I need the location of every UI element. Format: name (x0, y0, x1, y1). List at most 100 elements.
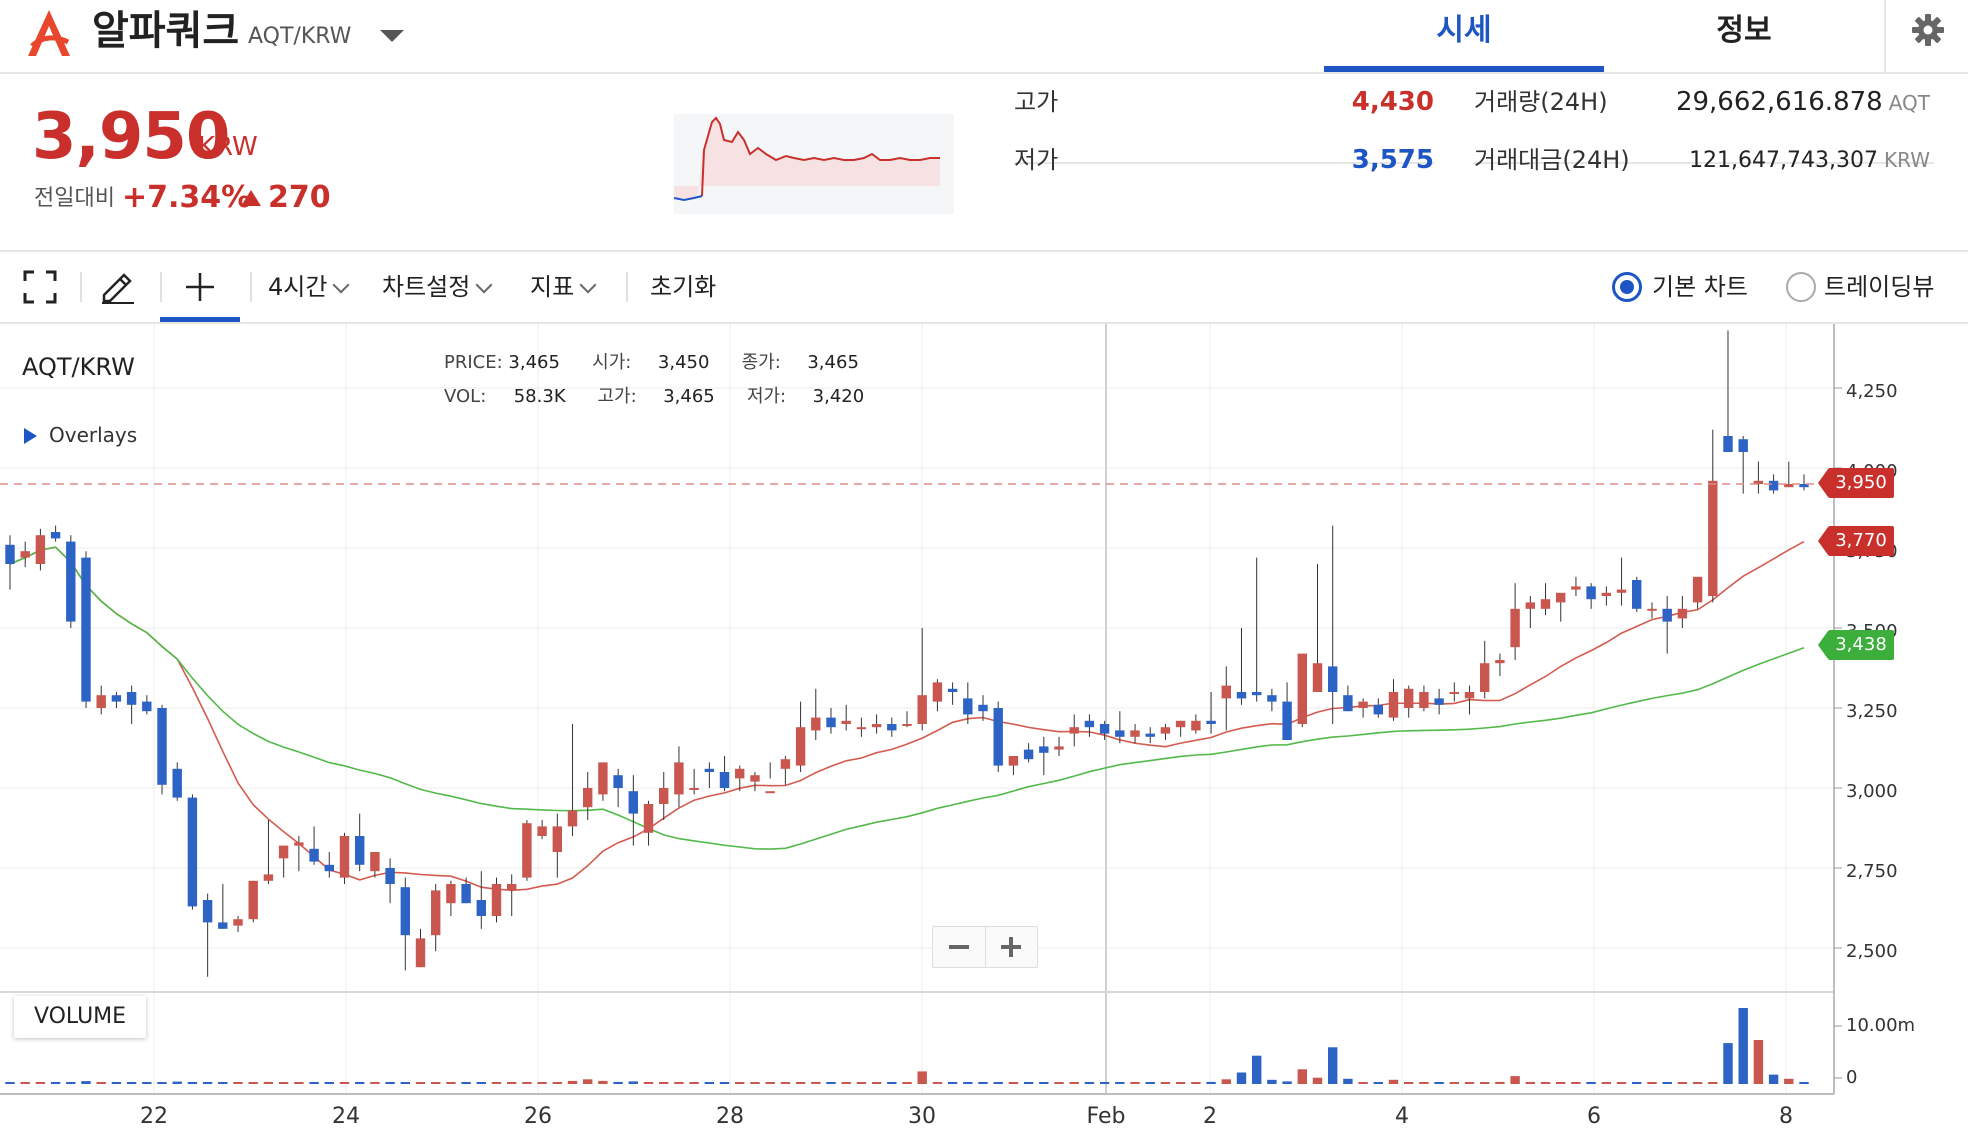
volume-bar (339, 1082, 350, 1084)
candle-body (674, 762, 684, 795)
y-tick-label: 3,250 (1846, 701, 1898, 722)
caret-down-icon[interactable] (378, 26, 406, 46)
chart-settings-dropdown[interactable]: 차트설정 (382, 252, 493, 322)
candle (1708, 429, 1718, 603)
candle (1495, 653, 1505, 676)
candle (902, 711, 912, 728)
radio-tradingview[interactable] (1786, 272, 1816, 302)
radio-basic-chart-label[interactable]: 기본 차트 (1652, 273, 1748, 301)
candle (278, 845, 289, 878)
candle-body (1343, 695, 1353, 712)
ohlc-vol: 58.3K (513, 386, 566, 407)
tab-quote-label: 시세 (1436, 13, 1492, 48)
ohlc-price-label: PRICE: (444, 352, 503, 373)
ma-slow-line (9, 546, 1805, 850)
up-triangle-icon (241, 190, 261, 206)
candle-body (1023, 749, 1034, 760)
volume-bars (5, 1008, 1809, 1084)
candle (780, 756, 791, 785)
ohlc-high: 3,465 (663, 386, 715, 407)
candle-body (567, 810, 578, 827)
radio-selected-dot (1620, 280, 1634, 294)
tab-info[interactable]: 정보 (1604, 0, 1884, 72)
candle-body (537, 826, 547, 836)
interval-label: 4시간 (268, 273, 328, 301)
volume-bar (811, 1081, 821, 1084)
candle (1784, 461, 1794, 488)
volume-panel-label: VOLUME (14, 996, 146, 1038)
x-tick-label: 4 (1395, 1104, 1409, 1129)
ohlc-open: 3,450 (657, 352, 710, 373)
volume-bar (1571, 1082, 1581, 1084)
candle-body (1328, 666, 1338, 692)
volume-bar (567, 1080, 578, 1084)
candle (1191, 714, 1201, 734)
zoom-in-button[interactable] (985, 927, 1037, 967)
crosshair-button[interactable] (160, 252, 240, 322)
volume-bar (1768, 1074, 1779, 1084)
volume-bar (1434, 1082, 1444, 1084)
candle-body (461, 884, 471, 904)
toolbar-divider (250, 272, 252, 302)
radio-tradingview-label[interactable]: 트레이딩뷰 (1824, 273, 1935, 301)
zoom-out-button[interactable] (933, 927, 986, 967)
volume-bar (248, 1082, 258, 1084)
candle-body (1540, 599, 1551, 609)
candle-body (856, 727, 867, 730)
volume-bar (735, 1082, 745, 1084)
active-tab-underline (1324, 66, 1604, 72)
draw-button[interactable] (96, 252, 146, 322)
candle (1540, 583, 1551, 616)
candle (674, 746, 684, 808)
candle-body (233, 919, 243, 926)
candle-body (339, 836, 350, 878)
ohlc-close-label: 종가: (741, 352, 781, 373)
candle-body (1252, 692, 1262, 696)
price-tag-pointer (1818, 527, 1828, 555)
candle (1586, 583, 1596, 609)
candle-body (1206, 720, 1216, 724)
volume-bar (1252, 1055, 1262, 1084)
fullscreen-icon (23, 270, 57, 304)
candle (567, 724, 578, 836)
price-tag-pointer (1818, 469, 1828, 497)
volume-bar (1616, 1082, 1627, 1084)
volume-bar (1799, 1082, 1809, 1084)
candle-body (795, 727, 806, 766)
interval-dropdown[interactable]: 4시간 (268, 252, 350, 322)
volume-bar (1556, 1082, 1566, 1084)
volume-bar (5, 1082, 15, 1084)
candle-body (1480, 663, 1490, 692)
candle (1647, 602, 1657, 619)
candle-body (902, 724, 912, 726)
reset-button[interactable]: 초기화 (650, 273, 717, 301)
chart-canvas[interactable] (0, 324, 1968, 1144)
volume-bar (871, 1082, 882, 1084)
price-sparkline (674, 114, 954, 214)
volume-bar (917, 1071, 927, 1084)
candle (871, 714, 882, 734)
candle (689, 768, 699, 795)
candle-body (1175, 720, 1186, 728)
price-chart[interactable]: AQT/KRW PRICE: 3,465 시가: 3,450 종가: 3,465… (0, 324, 1968, 1144)
settings-button[interactable] (1884, 0, 1968, 72)
fullscreen-button[interactable] (18, 252, 68, 322)
candle-body (659, 788, 669, 804)
candle-body (917, 695, 927, 724)
candle (263, 820, 274, 884)
tab-quote[interactable]: 시세 (1324, 0, 1604, 72)
volume-bar (491, 1082, 502, 1084)
candle-body (1297, 653, 1307, 724)
candle-body (963, 698, 973, 715)
candle-body (613, 775, 623, 788)
value24-unit: KRW (1884, 148, 1930, 172)
overlays-toggle[interactable]: Overlays (24, 420, 137, 450)
volume24-label: 거래량(24H) (1474, 88, 1608, 116)
volume-bar (1130, 1082, 1140, 1084)
candle (1267, 688, 1277, 712)
candle (1312, 564, 1323, 692)
candle (446, 880, 456, 916)
indicators-dropdown[interactable]: 지표 (530, 252, 597, 322)
radio-basic-chart[interactable] (1612, 272, 1642, 302)
candle-body (1008, 756, 1019, 766)
